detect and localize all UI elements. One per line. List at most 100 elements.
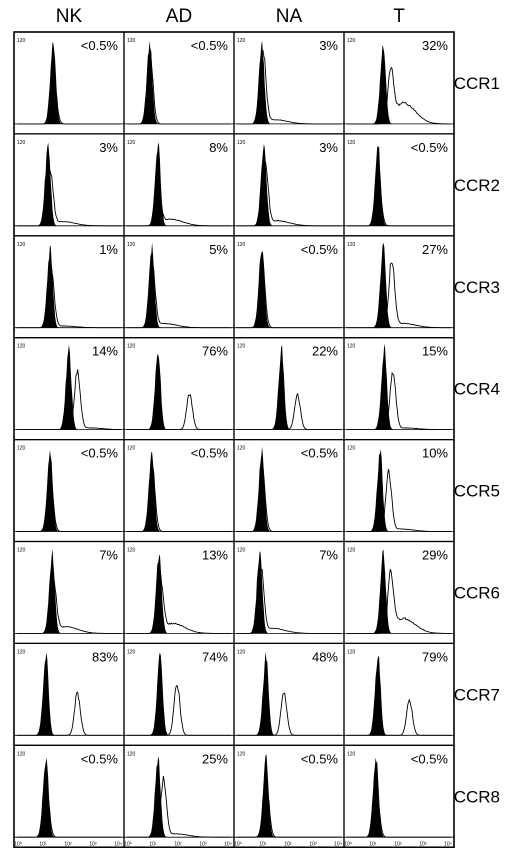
stain-histogram xyxy=(127,775,231,838)
y-tick-label: 120 xyxy=(17,548,26,554)
x-tick-label: 10² xyxy=(174,842,182,848)
column-headers: NK AD NA T xyxy=(56,6,405,27)
y-tick-label: 120 xyxy=(347,548,356,554)
control-histogram xyxy=(347,44,451,124)
control-histogram xyxy=(347,757,451,838)
percent-label: 14% xyxy=(92,344,118,359)
histogram-panel: 120 3% xyxy=(233,133,345,237)
control-histogram xyxy=(347,449,451,532)
x-tick-label: 10³ xyxy=(89,842,97,848)
percent-label: 8% xyxy=(209,140,228,155)
y-tick-label: 120 xyxy=(127,140,136,146)
histogram-panel: 120 15% xyxy=(343,337,455,441)
x-tick-label: 10⁰ xyxy=(344,842,352,848)
percent-label: <0.5% xyxy=(191,446,229,461)
histogram-panel: 120 <0.5% xyxy=(343,133,455,237)
percent-label: 48% xyxy=(312,649,338,664)
x-tick-label: 10³ xyxy=(419,842,427,848)
stain-histogram xyxy=(127,464,231,532)
y-tick-label: 120 xyxy=(17,649,26,655)
histogram-panel: 120 <0.5% xyxy=(13,439,125,543)
histogram-panel: 120 3% xyxy=(233,31,345,135)
histogram-panel: 120 <0.5% xyxy=(233,235,345,339)
stain-histogram xyxy=(347,698,451,736)
percent-label: 27% xyxy=(422,242,448,257)
column-header: NA xyxy=(276,6,303,27)
stain-histogram xyxy=(237,780,341,838)
panel-border xyxy=(343,744,455,848)
control-histogram xyxy=(17,344,121,430)
control-histogram xyxy=(347,145,451,226)
histogram-panel: 120 3% xyxy=(13,133,125,237)
y-tick-label: 120 xyxy=(237,548,246,554)
row-label: CCR6 xyxy=(454,583,500,602)
histogram-panel: 120 <0.5% 10⁰ 10¹ 10² 10³ 10⁴ xyxy=(343,744,455,848)
percent-label: <0.5% xyxy=(191,38,229,53)
x-tick-label: 10⁴ xyxy=(224,842,232,848)
histogram-panel: 120 79% xyxy=(343,642,455,746)
control-histogram xyxy=(237,551,341,634)
y-tick-label: 120 xyxy=(237,242,246,248)
row-label: CCR4 xyxy=(454,380,500,399)
percent-label: <0.5% xyxy=(411,751,449,766)
row-label: CCR7 xyxy=(454,685,500,704)
stain-histogram xyxy=(127,685,231,736)
percent-label: 13% xyxy=(202,548,228,563)
percent-label: <0.5% xyxy=(301,751,339,766)
percent-label: <0.5% xyxy=(301,242,339,257)
x-tick-label: 10⁰ xyxy=(14,842,22,848)
y-tick-label: 120 xyxy=(17,446,26,452)
percent-label: <0.5% xyxy=(81,446,119,461)
percent-label: 7% xyxy=(319,548,338,563)
histogram-panel: 120 27% xyxy=(343,235,455,339)
histogram-panel: 120 <0.5% xyxy=(233,439,345,543)
control-histogram xyxy=(127,354,231,430)
y-tick-label: 120 xyxy=(347,140,356,146)
histogram-panel: 120 22% xyxy=(233,337,345,441)
percent-label: 29% xyxy=(422,548,448,563)
control-histogram xyxy=(17,450,121,532)
percent-label: 3% xyxy=(319,140,338,155)
y-tick-label: 120 xyxy=(347,446,356,452)
row-label: CCR3 xyxy=(454,278,500,297)
control-histogram xyxy=(127,452,231,532)
percent-label: 25% xyxy=(202,751,228,766)
stain-histogram xyxy=(237,256,341,329)
histogram-panel: 120 8% xyxy=(123,133,235,237)
histogram-panel: 120 1% xyxy=(13,235,125,339)
y-tick-label: 120 xyxy=(127,751,136,757)
y-tick-label: 120 xyxy=(347,38,356,44)
stain-histogram xyxy=(17,170,121,227)
percent-label: 5% xyxy=(209,242,228,257)
control-histogram xyxy=(347,656,451,736)
y-tick-label: 120 xyxy=(237,140,246,146)
control-histogram xyxy=(17,757,121,838)
stain-histogram xyxy=(17,779,121,838)
stain-histogram xyxy=(237,566,341,634)
histogram-panel: 120 76% xyxy=(123,337,235,441)
stain-histogram xyxy=(17,479,121,532)
control-histogram xyxy=(237,40,341,124)
y-tick-label: 120 xyxy=(17,38,26,44)
stain-histogram xyxy=(127,393,231,431)
stain-histogram xyxy=(347,66,451,125)
stain-histogram xyxy=(127,191,231,227)
control-histogram xyxy=(237,251,341,328)
percent-label: <0.5% xyxy=(301,446,339,461)
histogram-panel: 120 <0.5% xyxy=(123,31,235,135)
x-tick-label: 10⁴ xyxy=(114,842,122,848)
stain-histogram xyxy=(127,49,231,125)
stain-histogram xyxy=(237,160,341,227)
percent-label: 7% xyxy=(99,548,118,563)
y-tick-label: 120 xyxy=(17,242,26,248)
y-tick-label: 120 xyxy=(347,751,356,757)
percent-label: 1% xyxy=(99,242,118,257)
control-histogram xyxy=(17,41,121,124)
x-tick-label: 10² xyxy=(64,842,72,848)
histogram-panel: 120 32% xyxy=(343,31,455,135)
stain-histogram xyxy=(347,180,451,227)
histogram-panel: 120 29% xyxy=(343,540,455,645)
histogram-panel: 120 14% xyxy=(13,337,125,441)
percent-label: <0.5% xyxy=(81,38,119,53)
